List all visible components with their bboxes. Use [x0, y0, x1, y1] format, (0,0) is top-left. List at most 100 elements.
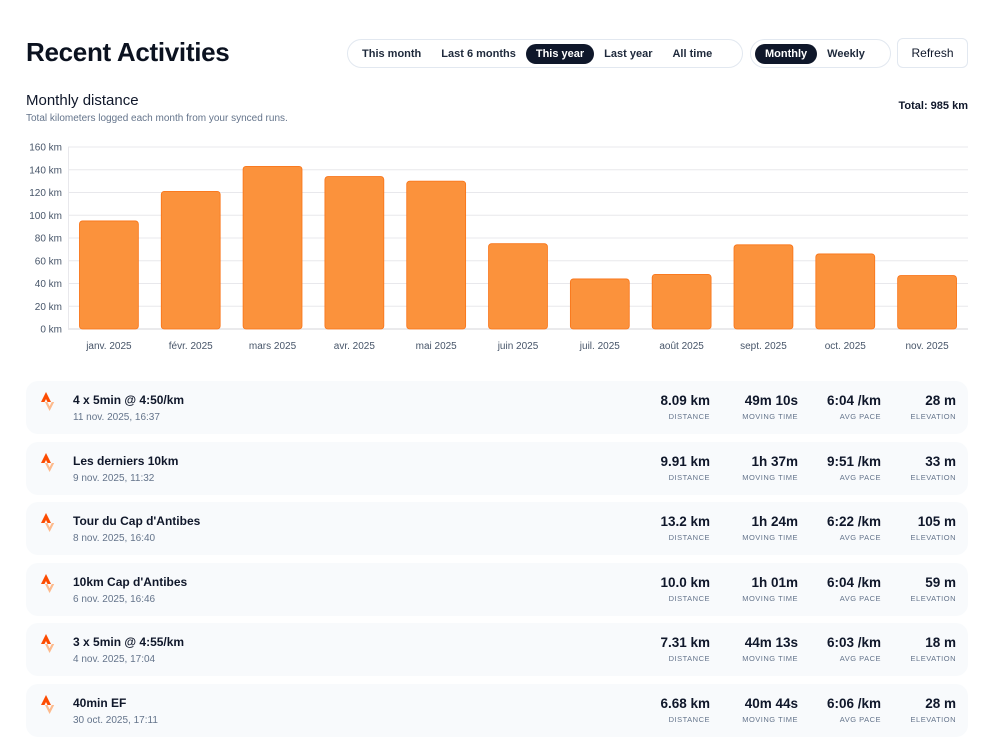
moving-time-label: MOVING TIME [742, 714, 798, 724]
x-tick-label: avr. 2025 [334, 341, 376, 352]
stat-distance: 9.91 km DISTANCE [660, 454, 710, 482]
bar[interactable] [569, 278, 630, 330]
activity-row[interactable]: 4 x 5min @ 4:50/km 11 nov. 2025, 16:37 8… [26, 381, 968, 434]
distance-value: 9.91 km [660, 453, 710, 469]
avg-pace-value: 6:03 /km [826, 635, 881, 650]
bar[interactable] [242, 165, 303, 330]
section-subtitle: Total kilometers logged each month from … [26, 113, 288, 124]
distance-value: 6.68 km [660, 695, 710, 711]
range-option-last-year[interactable]: Last year [604, 47, 653, 60]
activity-name[interactable]: Tour du Cap d'Antibes [73, 514, 201, 528]
y-tick-label: 100 km [29, 211, 62, 222]
x-tick-label: nov. 2025 [905, 341, 949, 352]
moving-time-label: MOVING TIME [742, 533, 798, 542]
moving-time-value: 1h 37m [751, 453, 798, 469]
y-tick-label: 60 km [35, 256, 62, 267]
avg-pace-value: 6:04 /km [826, 574, 881, 590]
strava-icon [41, 634, 55, 653]
stat-elevation: 28 m ELEVATION [911, 393, 956, 421]
distance-label: DISTANCE [668, 533, 710, 542]
activity-date: 11 nov. 2025, 16:37 [73, 412, 160, 423]
bar[interactable] [651, 273, 712, 330]
distance-label: DISTANCE [668, 472, 710, 482]
x-tick-label: sept. 2025 [740, 341, 787, 352]
bar[interactable] [160, 190, 221, 330]
bar[interactable] [815, 253, 876, 330]
page-title: Recent Activities [26, 37, 230, 67]
activity-name[interactable]: 10km Cap d'Antibes [73, 574, 188, 589]
y-tick-label: 0 km [40, 325, 62, 336]
distance-label: DISTANCE [668, 593, 710, 603]
bar[interactable] [897, 275, 957, 330]
activity-name[interactable]: 40min EF [73, 695, 127, 710]
x-tick-label: juil. 2025 [579, 341, 620, 352]
avg-pace-label: AVG PACE [839, 412, 881, 421]
activity-row[interactable]: 10km Cap d'Antibes 6 nov. 2025, 16:46 10… [26, 562, 968, 616]
activity-name[interactable]: Les derniers 10km [73, 453, 179, 468]
activity-list: 4 x 5min @ 4:50/km 11 nov. 2025, 16:37 8… [26, 381, 968, 742]
stat-elevation: 33 m ELEVATION [911, 454, 956, 482]
range-selector: This month Last 6 months This year Last … [347, 39, 743, 68]
activity-row[interactable]: Tour du Cap d'Antibes 8 nov. 2025, 16:40… [26, 502, 968, 555]
x-tick-label: févr. 2025 [169, 341, 213, 352]
stat-moving-time: 1h 37m MOVING TIME [742, 454, 798, 482]
activity-row[interactable]: 3 x 5min @ 4:55/km 4 nov. 2025, 17:04 7.… [26, 623, 968, 676]
elevation-label: ELEVATION [910, 714, 956, 724]
activity-row[interactable]: Les derniers 10km 9 nov. 2025, 11:32 9.9… [26, 441, 968, 495]
granularity-option-weekly[interactable]: Weekly [827, 47, 865, 60]
x-tick-label: août 2025 [659, 341, 704, 352]
total-distance: Total: 985 km [898, 100, 969, 112]
elevation-value: 28 m [925, 695, 956, 711]
bar[interactable] [79, 220, 139, 330]
bar[interactable] [406, 180, 467, 330]
range-option-this-year[interactable]: This year [525, 43, 595, 64]
avg-pace-value: 6:04 /km [826, 393, 881, 408]
moving-time-value: 44m 13s [744, 635, 798, 650]
activity-name[interactable]: 4 x 5min @ 4:50/km [73, 393, 185, 407]
moving-time-value: 1h 24m [751, 514, 798, 529]
activity-date: 4 nov. 2025, 17:04 [73, 654, 156, 665]
activity-date: 30 oct. 2025, 17:11 [73, 714, 158, 726]
granularity-option-monthly[interactable]: Monthly [755, 43, 818, 64]
x-tick-label: mars 2025 [249, 341, 297, 352]
range-option-all-time[interactable]: All time [672, 47, 713, 60]
moving-time-label: MOVING TIME [742, 412, 798, 421]
activity-row[interactable]: 40min EF 30 oct. 2025, 17:11 6.68 km DIST… [26, 683, 968, 737]
strava-icon [41, 513, 55, 532]
granularity-selector: Monthly Weekly [750, 39, 891, 68]
elevation-label: ELEVATION [910, 472, 956, 482]
x-tick-label: juin 2025 [497, 341, 539, 352]
y-tick-label: 160 km [29, 143, 62, 154]
stat-elevation: 105 m ELEVATION [911, 514, 956, 542]
stat-moving-time: 1h 24m MOVING TIME [742, 514, 798, 542]
strava-icon [41, 573, 55, 593]
stat-moving-time: 40m 44s MOVING TIME [742, 696, 798, 724]
avg-pace-value: 9:51 /km [826, 453, 881, 469]
avg-pace-label: AVG PACE [839, 654, 881, 663]
distance-value: 13.2 km [660, 514, 710, 529]
stat-distance: 8.09 km DISTANCE [660, 393, 710, 421]
refresh-button[interactable]: Refresh [897, 38, 968, 68]
elevation-value: 28 m [925, 393, 956, 408]
bar[interactable] [488, 243, 548, 330]
stat-distance: 10.0 km DISTANCE [660, 575, 710, 603]
stat-avg-pace: 6:04 /km AVG PACE [827, 575, 881, 603]
range-option-last-6-months[interactable]: Last 6 months [441, 47, 516, 60]
stat-avg-pace: 9:51 /km AVG PACE [827, 454, 881, 482]
bar[interactable] [324, 176, 385, 330]
moving-time-value: 1h 01m [751, 574, 798, 590]
stat-avg-pace: 6:06 /km AVG PACE [827, 696, 881, 724]
y-tick-label: 140 km [29, 165, 62, 176]
moving-time-value: 49m 10s [744, 393, 798, 408]
elevation-label: ELEVATION [910, 412, 956, 421]
y-tick-label: 120 km [29, 188, 62, 199]
stat-moving-time: 1h 01m MOVING TIME [742, 575, 798, 603]
bar[interactable] [733, 244, 794, 330]
distance-label: DISTANCE [668, 412, 710, 421]
distance-value: 10.0 km [660, 574, 710, 590]
strava-icon [41, 694, 55, 714]
activity-date: 6 nov. 2025, 16:46 [73, 593, 156, 605]
activity-name[interactable]: 3 x 5min @ 4:55/km [73, 635, 185, 649]
range-option-this-month[interactable]: This month [362, 47, 422, 60]
elevation-value: 33 m [925, 453, 956, 469]
